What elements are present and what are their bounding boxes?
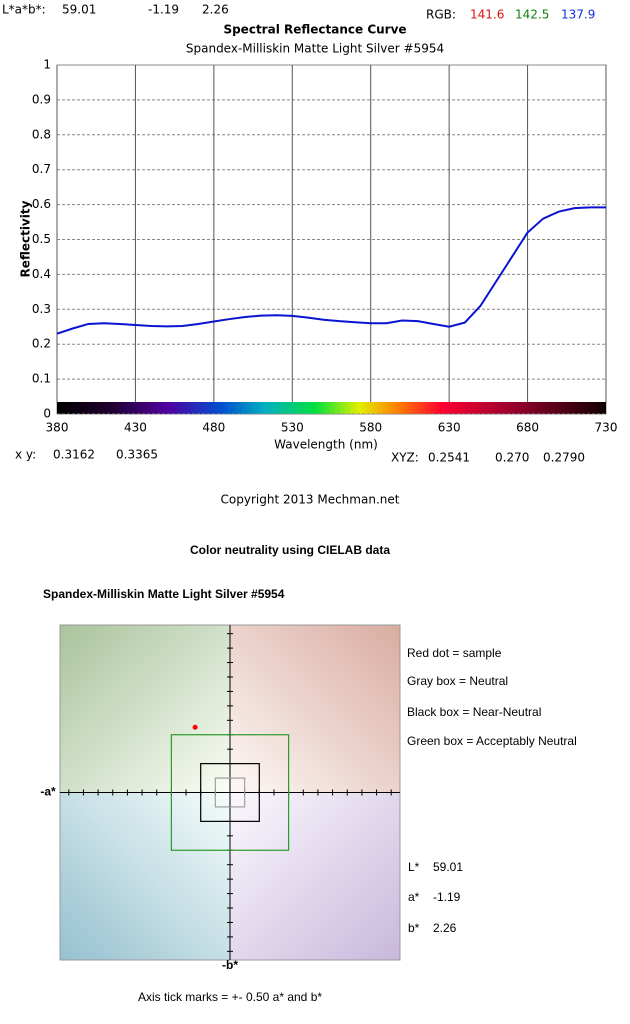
lab-value: 2.26	[202, 3, 229, 17]
lab-label: L*a*b*:	[2, 3, 46, 17]
y-axis-label: -b*	[222, 958, 238, 972]
y-tick-label: 0.2	[32, 337, 51, 351]
y-tick-label: 0	[43, 407, 51, 421]
x-tick-label: 630	[438, 421, 461, 435]
lab-value: -1.19	[148, 3, 179, 17]
chart-subtitle: Spandex-Milliskin Matte Light Silver #59…	[186, 42, 444, 56]
axis-note: Axis tick marks = +- 0.50 a* and b*	[138, 990, 322, 1004]
y-tick-label: 1	[43, 58, 51, 72]
neutral-box	[200, 763, 260, 822]
neutral-box	[170, 734, 290, 851]
x-tick-label: 680	[516, 421, 539, 435]
chart-title: Color neutrality using CIELAB data	[190, 543, 390, 557]
xy-value: 0.3365	[116, 448, 158, 462]
y-tick-label: 0.4	[32, 267, 51, 281]
copyright: Copyright 2013 Mechman.net	[221, 493, 400, 507]
x-axis-label: -a*	[40, 785, 56, 799]
stat-value: -1.19	[433, 890, 461, 904]
y-tick-label: 0.7	[32, 162, 51, 176]
rgb-value: 141.6	[470, 8, 504, 22]
y-tick-label: 0.8	[32, 127, 51, 141]
rgb-value: 142.5	[515, 8, 549, 22]
x-tick-label: 730	[595, 421, 618, 435]
y-axis-label: Reflectivity	[19, 200, 33, 277]
quadrant	[230, 792, 400, 960]
xy-value: 0.3162	[53, 448, 95, 462]
legend-entry: Green box = Acceptably Neutral	[407, 734, 577, 748]
neutral-box	[214, 777, 246, 808]
stat-label: L*	[408, 860, 420, 874]
stat-value: 2.26	[433, 921, 457, 935]
x-axis-label: Wavelength (nm)	[274, 438, 378, 452]
y-tick-label: 0.9	[32, 92, 51, 106]
sample-dot	[192, 724, 198, 730]
chart-title: Spectral Reflectance Curve	[223, 23, 406, 37]
stat-label: a*	[408, 890, 420, 904]
x-tick-label: 530	[281, 421, 304, 435]
xy-label: x y:	[15, 448, 36, 462]
chart-subtitle: Spandex-Milliskin Matte Light Silver #59…	[43, 587, 285, 601]
xyz-value: 0.2541	[428, 451, 470, 465]
legend-entry: Gray box = Neutral	[407, 674, 508, 688]
quadrant	[60, 792, 230, 960]
x-tick-label: 580	[359, 421, 382, 435]
y-tick-label: 0.1	[32, 372, 51, 386]
legend-entry: Black box = Near-Neutral	[407, 705, 541, 719]
quadrant	[60, 625, 230, 793]
x-tick-label: 380	[46, 421, 69, 435]
spectrum-band	[57, 402, 606, 414]
y-tick-label: 0.3	[32, 302, 51, 316]
y-tick-label: 0.5	[32, 232, 51, 246]
rgb-value: 137.9	[561, 8, 595, 22]
y-tick-label: 0.6	[32, 197, 51, 211]
x-tick-label: 430	[124, 421, 147, 435]
stat-value: 59.01	[433, 860, 463, 874]
quadrant	[230, 625, 400, 793]
xyz-label: XYZ:	[391, 451, 419, 465]
x-tick-label: 480	[202, 421, 225, 435]
xyz-value: 0.2790	[543, 451, 585, 465]
legend-entry: Red dot = sample	[407, 646, 502, 660]
rgb-label: RGB:	[426, 8, 456, 22]
lab-value: 59.01	[62, 3, 96, 17]
stat-label: b*	[408, 921, 420, 935]
xyz-value: 0.270	[495, 451, 529, 465]
spectral-curve	[56, 206, 606, 335]
